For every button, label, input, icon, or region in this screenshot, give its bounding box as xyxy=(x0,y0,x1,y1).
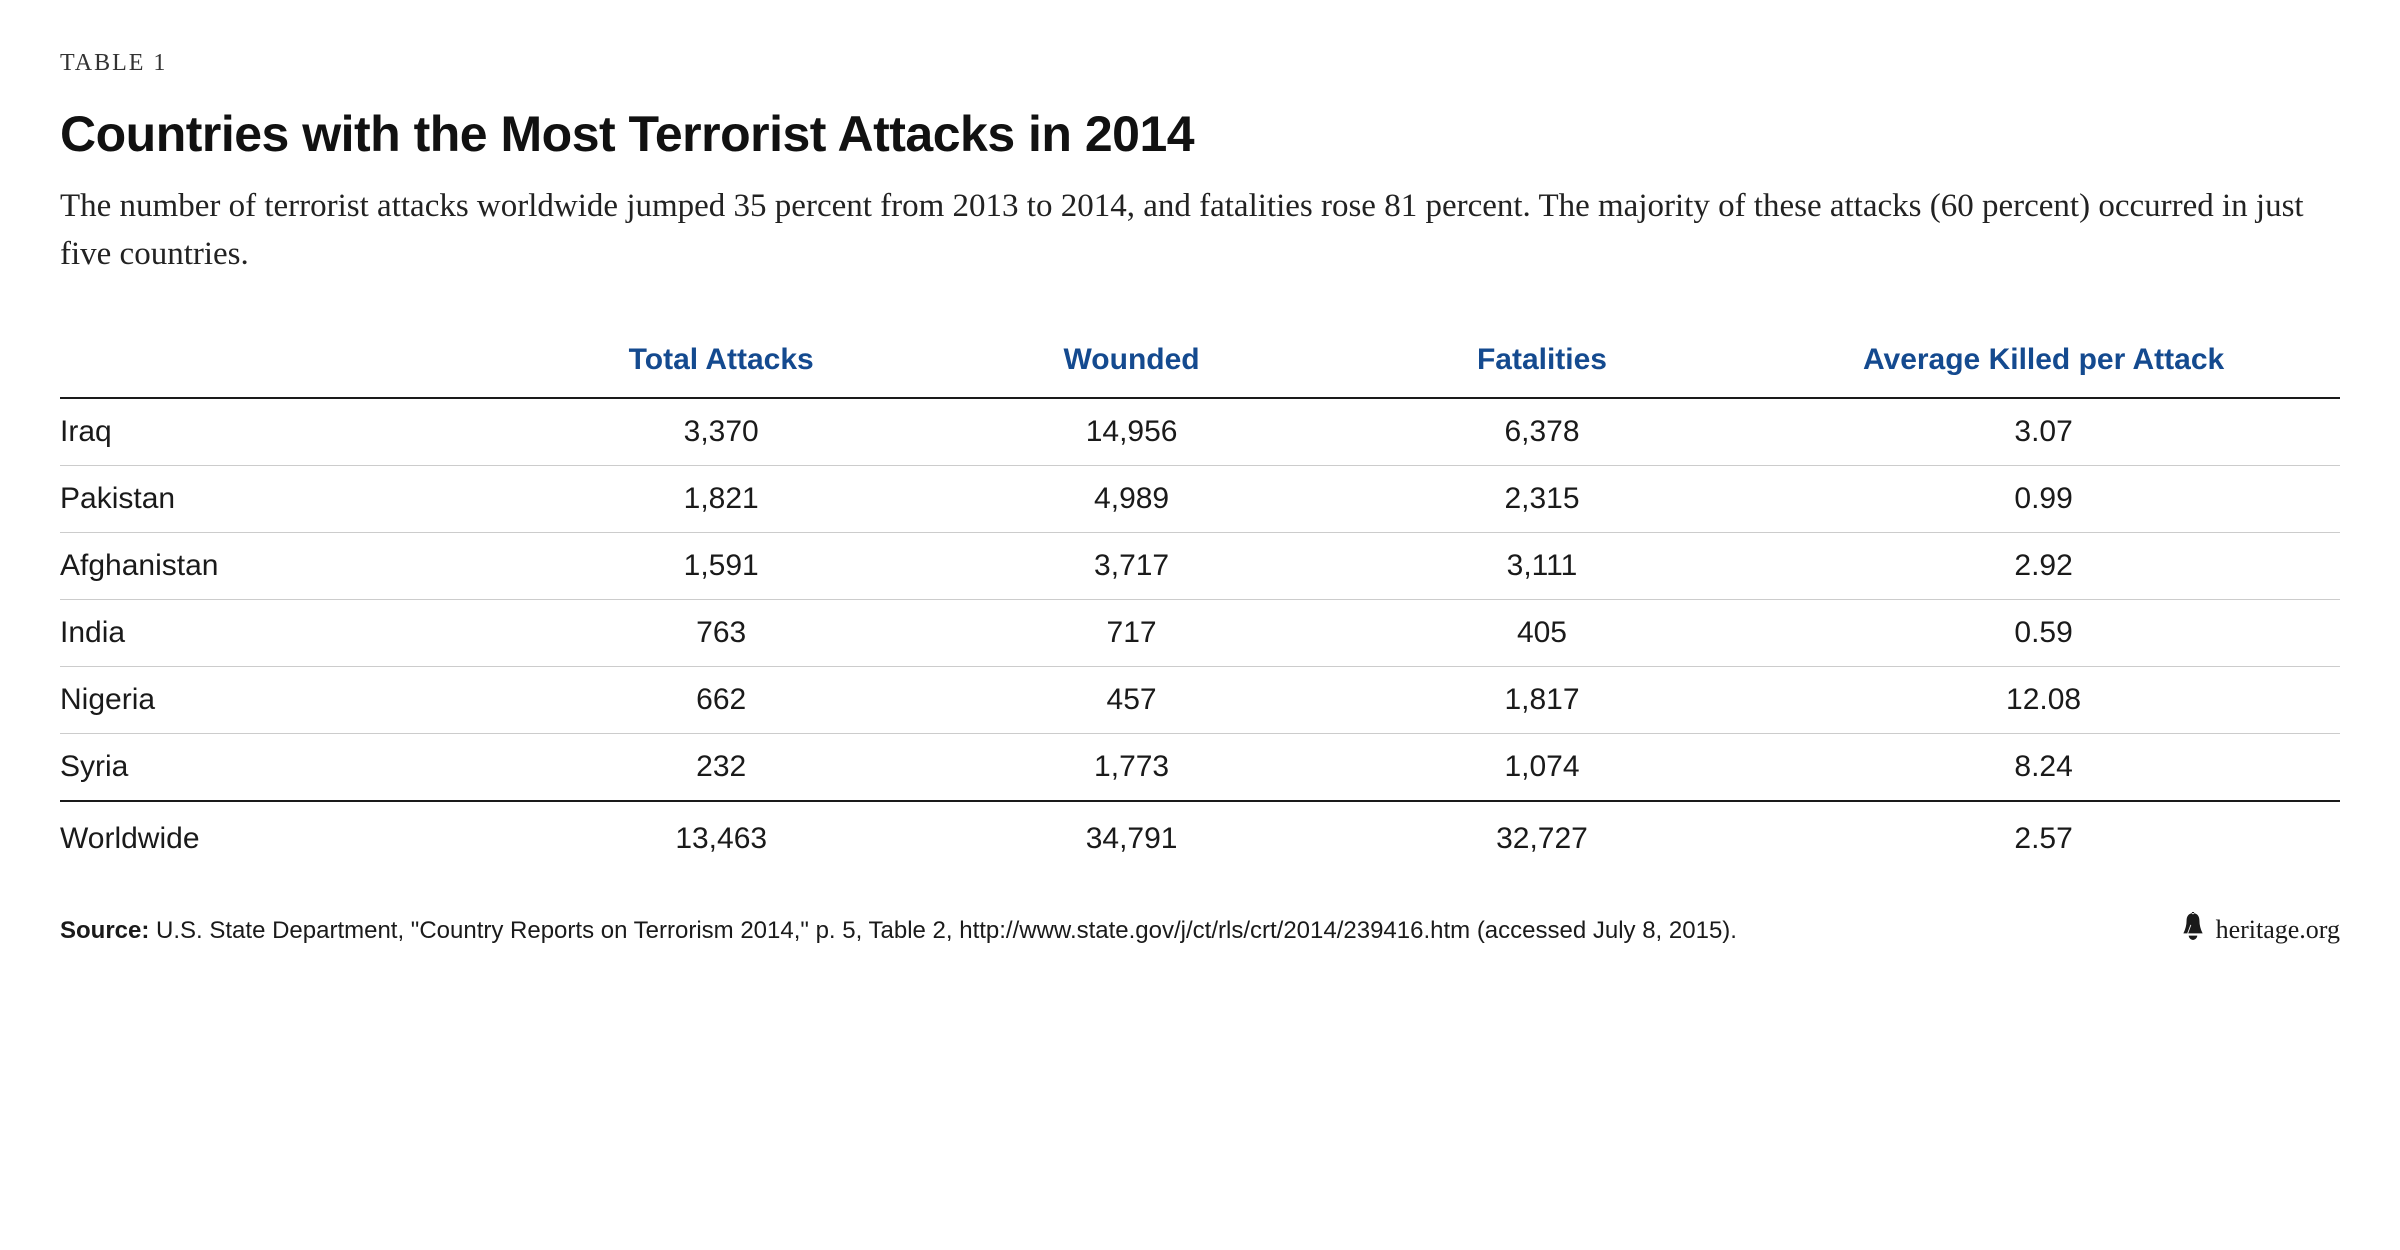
table-row: Syria 232 1,773 1,074 8.24 xyxy=(60,733,2340,801)
table-summary-row: Worldwide 13,463 34,791 32,727 2.57 xyxy=(60,801,2340,882)
cell-value: 3,111 xyxy=(1337,532,1747,599)
cell-value: 2.92 xyxy=(1747,532,2340,599)
cell-value: 32,727 xyxy=(1337,801,1747,882)
liberty-bell-icon xyxy=(2180,912,2206,949)
cell-value: 1,773 xyxy=(926,733,1336,801)
cell-country: Worldwide xyxy=(60,801,516,882)
cell-country: Syria xyxy=(60,733,516,801)
cell-value: 662 xyxy=(516,666,926,733)
table-row: India 763 717 405 0.59 xyxy=(60,599,2340,666)
table-row: Afghanistan 1,591 3,717 3,111 2.92 xyxy=(60,532,2340,599)
col-header-country xyxy=(60,329,516,398)
cell-value: 717 xyxy=(926,599,1336,666)
cell-value: 457 xyxy=(926,666,1336,733)
cell-country: Iraq xyxy=(60,398,516,466)
col-header-avg-killed: Average Killed per Attack xyxy=(1747,329,2340,398)
brand-text: heritage.org xyxy=(2216,915,2340,945)
source-label: Source: xyxy=(60,917,149,944)
cell-value: 34,791 xyxy=(926,801,1336,882)
table-row: Iraq 3,370 14,956 6,378 3.07 xyxy=(60,398,2340,466)
page-title: Countries with the Most Terrorist Attack… xyxy=(60,105,2340,163)
table-row: Nigeria 662 457 1,817 12.08 xyxy=(60,666,2340,733)
table-row: Pakistan 1,821 4,989 2,315 0.99 xyxy=(60,465,2340,532)
cell-value: 1,591 xyxy=(516,532,926,599)
table-body: Iraq 3,370 14,956 6,378 3.07 Pakistan 1,… xyxy=(60,398,2340,882)
cell-value: 0.59 xyxy=(1747,599,2340,666)
cell-value: 763 xyxy=(516,599,926,666)
cell-value: 232 xyxy=(516,733,926,801)
col-header-fatalities: Fatalities xyxy=(1337,329,1747,398)
cell-country: Afghanistan xyxy=(60,532,516,599)
source-citation: Source: U.S. State Department, "Country … xyxy=(60,913,1737,949)
cell-value: 0.99 xyxy=(1747,465,2340,532)
col-header-wounded: Wounded xyxy=(926,329,1336,398)
subtitle: The number of terrorist attacks worldwid… xyxy=(60,183,2340,279)
source-text: U.S. State Department, "Country Reports … xyxy=(149,917,1737,944)
cell-country: Pakistan xyxy=(60,465,516,532)
cell-value: 1,074 xyxy=(1337,733,1747,801)
cell-value: 2,315 xyxy=(1337,465,1747,532)
brand: heritage.org xyxy=(2180,912,2340,949)
col-header-total-attacks: Total Attacks xyxy=(516,329,926,398)
cell-value: 1,821 xyxy=(516,465,926,532)
table-label: TABLE 1 xyxy=(60,50,2340,77)
cell-value: 12.08 xyxy=(1747,666,2340,733)
cell-value: 3,370 xyxy=(516,398,926,466)
cell-value: 4,989 xyxy=(926,465,1336,532)
table-header-row: Total Attacks Wounded Fatalities Average… xyxy=(60,329,2340,398)
data-table: Total Attacks Wounded Fatalities Average… xyxy=(60,329,2340,882)
cell-value: 405 xyxy=(1337,599,1747,666)
cell-value: 14,956 xyxy=(926,398,1336,466)
cell-value: 6,378 xyxy=(1337,398,1747,466)
cell-value: 13,463 xyxy=(516,801,926,882)
cell-country: Nigeria xyxy=(60,666,516,733)
cell-value: 1,817 xyxy=(1337,666,1747,733)
footer-row: Source: U.S. State Department, "Country … xyxy=(60,912,2340,949)
cell-value: 3.07 xyxy=(1747,398,2340,466)
cell-value: 8.24 xyxy=(1747,733,2340,801)
cell-country: India xyxy=(60,599,516,666)
cell-value: 3,717 xyxy=(926,532,1336,599)
cell-value: 2.57 xyxy=(1747,801,2340,882)
